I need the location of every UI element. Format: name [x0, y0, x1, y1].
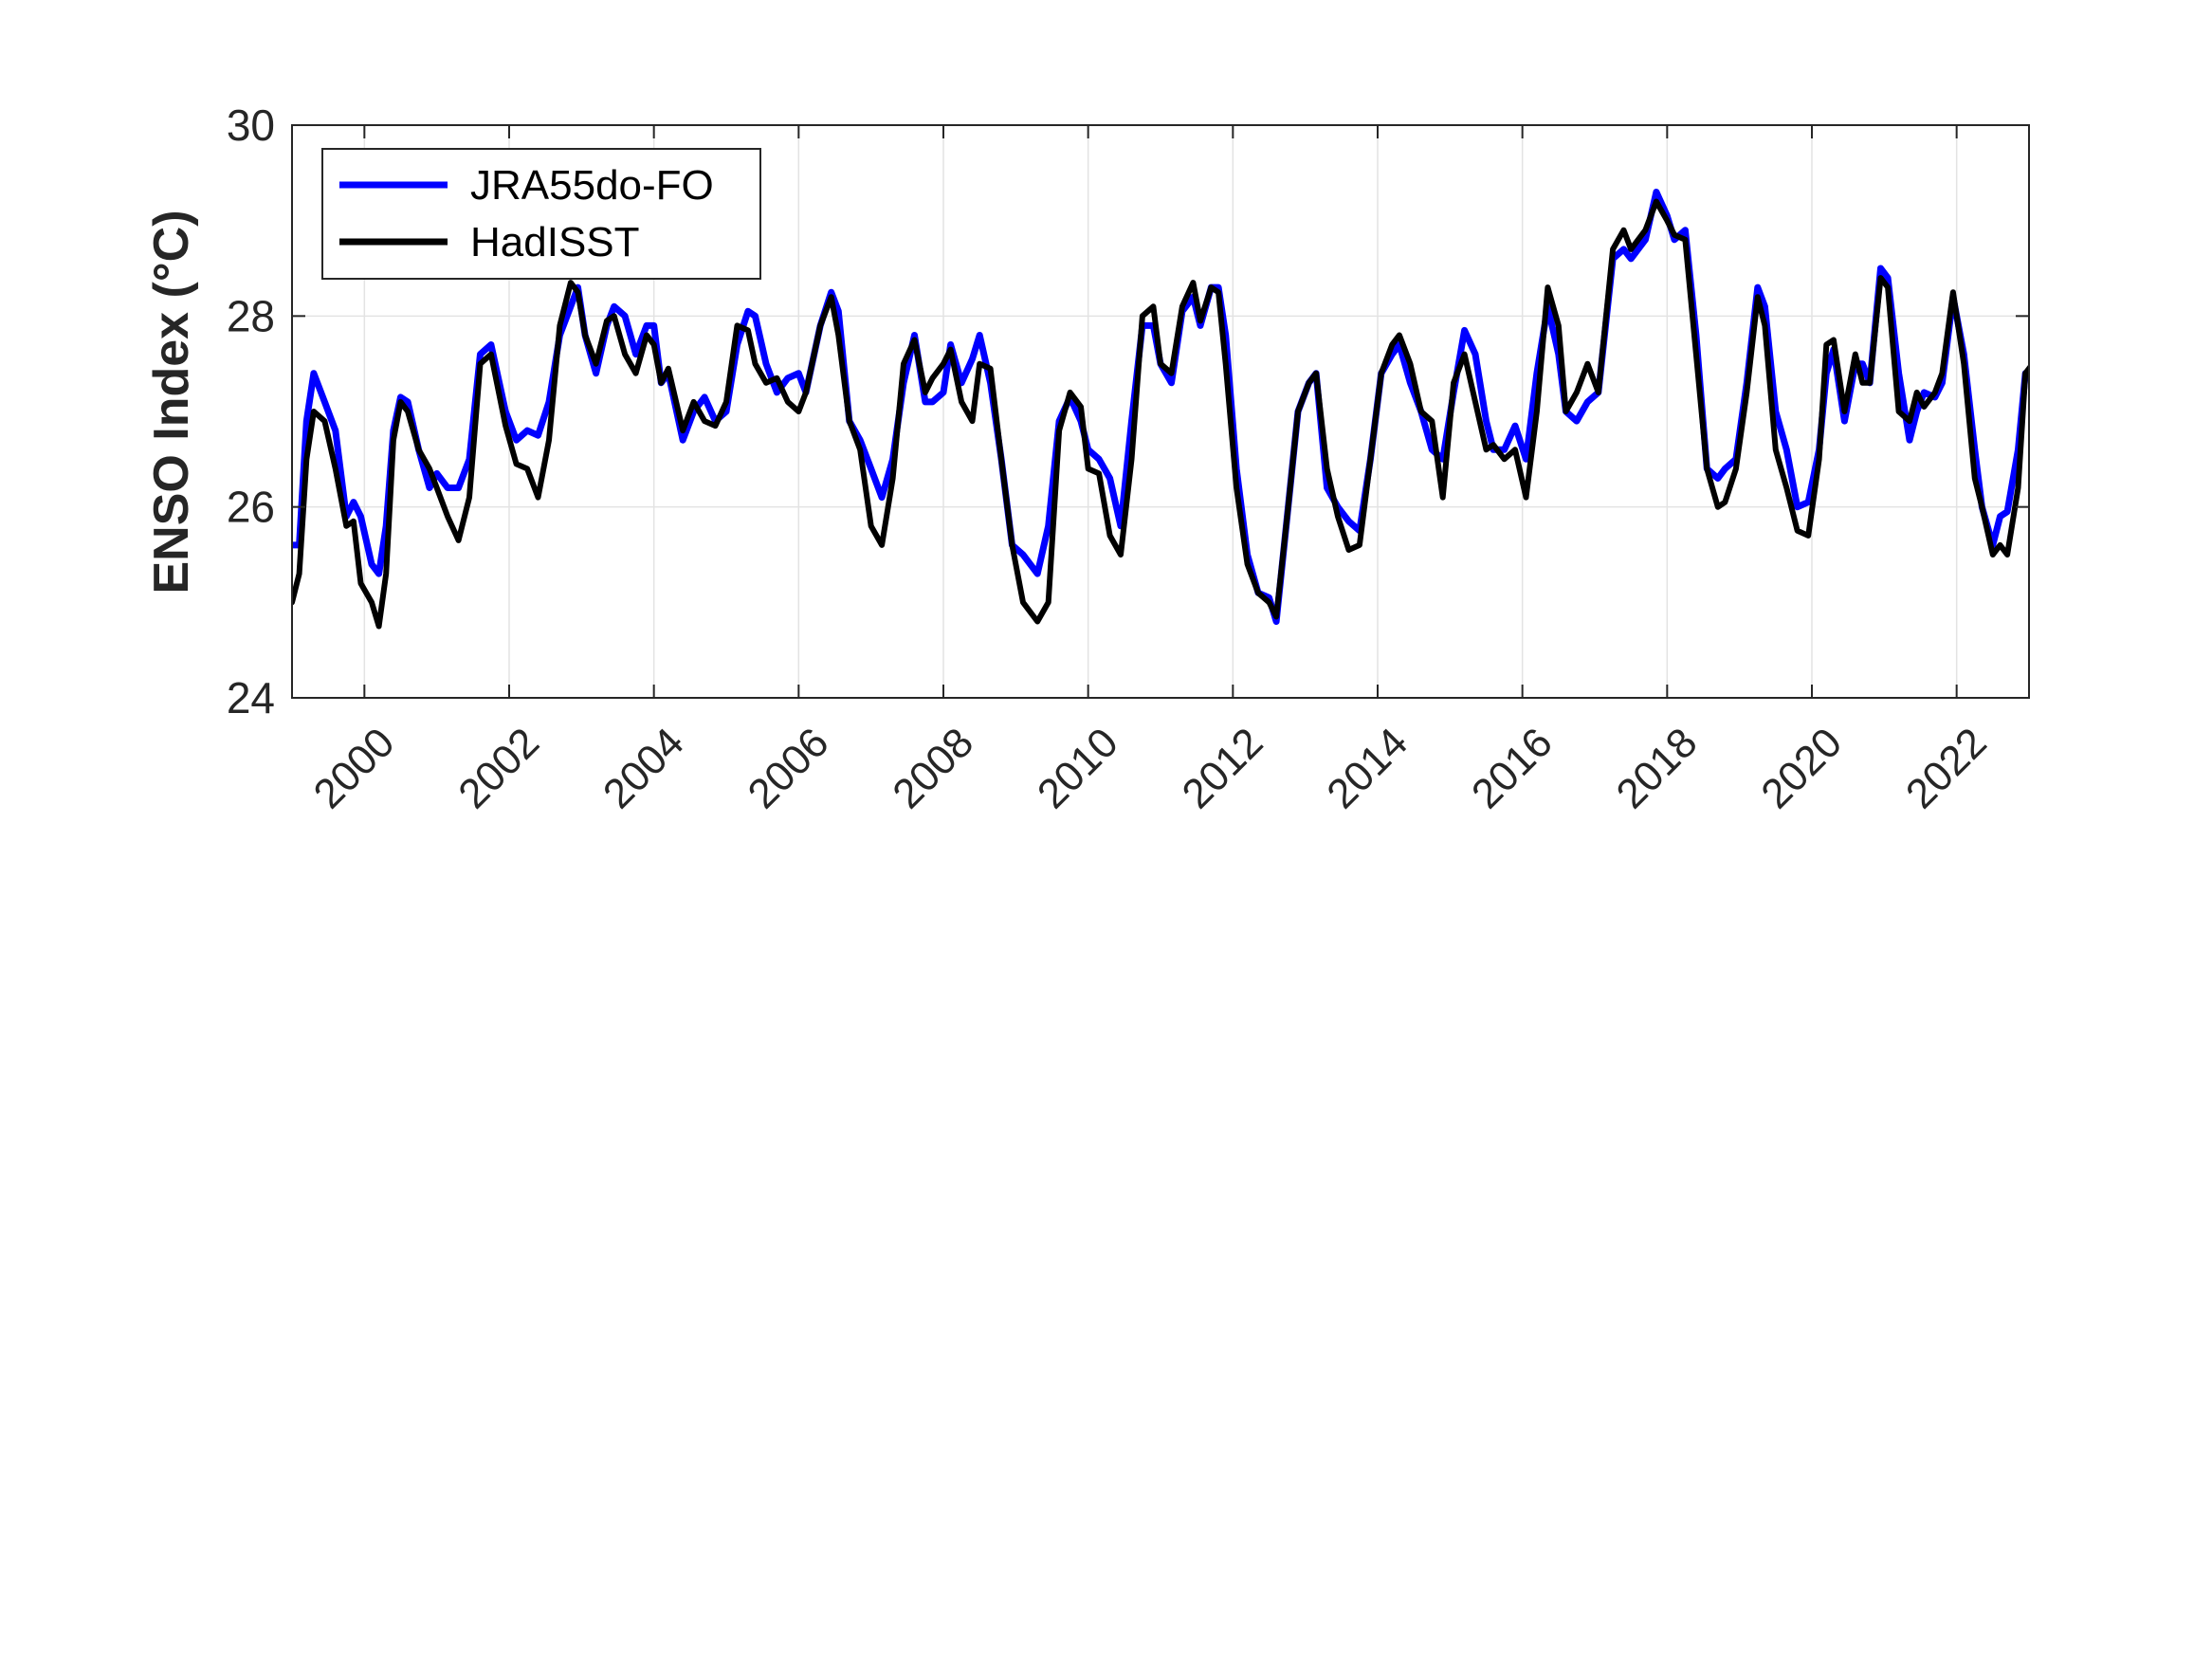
x-tick-label-2020: 2020: [1752, 719, 1851, 817]
series-line-hadisst: [292, 198, 2029, 630]
x-tick-label-2008: 2008: [884, 719, 982, 817]
series-layer: [292, 189, 2029, 630]
legend-label-hadisst: HadISST: [470, 219, 640, 265]
legend-box: [321, 148, 761, 280]
legend-label-jra55do-fo: JRA55do-FO: [470, 162, 714, 209]
legend: JRA55do-FO HadISST: [321, 148, 761, 280]
x-tick-label-2012: 2012: [1174, 719, 1272, 817]
y-tick-label-24: 24: [227, 673, 275, 722]
x-tick-label-2022: 2022: [1897, 719, 1996, 817]
plot-frame: [291, 124, 2030, 699]
y-tick-label-30: 30: [227, 101, 275, 150]
y-tick-label-28: 28: [227, 291, 275, 340]
x-tick-label-2002: 2002: [449, 719, 548, 817]
x-tick-label-2000: 2000: [305, 719, 404, 817]
axes-layer: 2000 2002 2004 2006 2008 2010 2012 2014 2016 2018…: [227, 101, 2030, 817]
x-tick-label-2004: 2004: [594, 719, 693, 817]
y-tick-label-26: 26: [227, 483, 275, 532]
x-tick-label-2006: 2006: [740, 719, 838, 817]
y-axis-label: ENSO Index (°C): [144, 210, 199, 594]
x-tick-label-2018: 2018: [1608, 719, 1707, 817]
x-tick-label-2014: 2014: [1318, 719, 1417, 817]
x-tick-label-2016: 2016: [1463, 719, 1562, 817]
x-tick-label-2010: 2010: [1029, 719, 1127, 817]
